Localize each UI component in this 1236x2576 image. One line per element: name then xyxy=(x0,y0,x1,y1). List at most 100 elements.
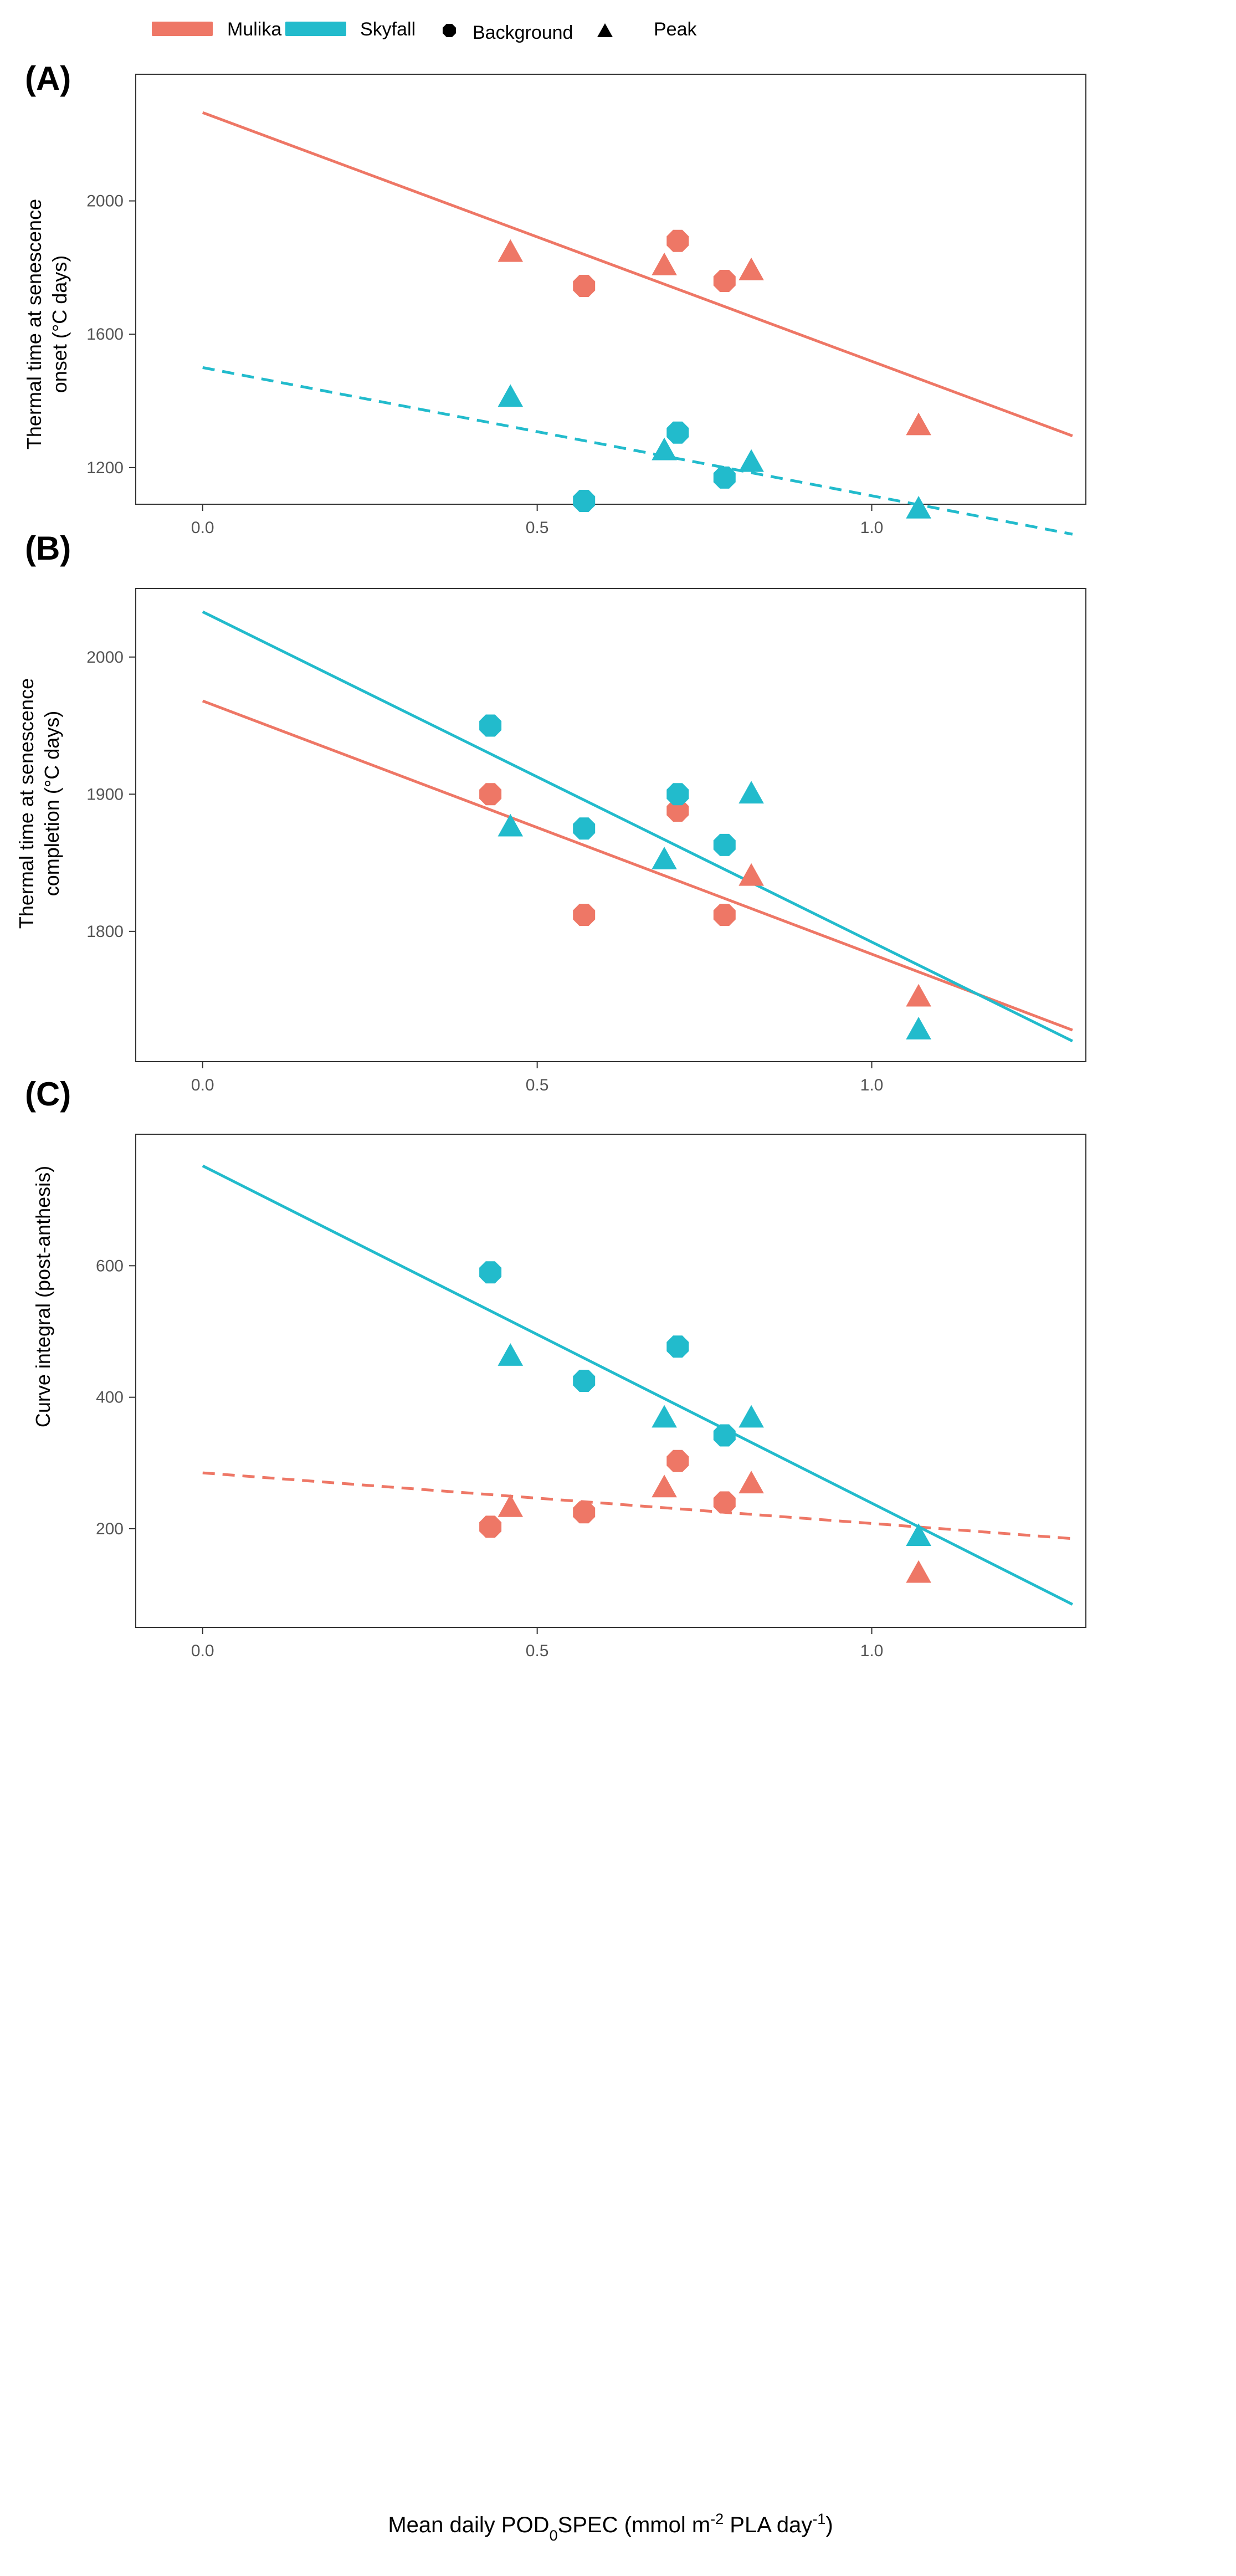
data-point-skyfall-background xyxy=(573,1370,596,1392)
data-point-skyfall-peak xyxy=(652,1405,677,1428)
data-point-skyfall-peak xyxy=(498,384,524,407)
x-tick-label: 1.0 xyxy=(860,1076,884,1094)
fit-line-mulika xyxy=(202,699,1073,1032)
legend-label-skyfall: Skyfall xyxy=(360,19,416,40)
legend: Mulika Skyfall Background Peak xyxy=(152,19,697,43)
data-point-skyfall-background xyxy=(573,490,596,512)
data-point-mulika-background xyxy=(713,1491,736,1514)
y-tick-label: 200 xyxy=(96,1520,124,1538)
xlabel-sup-1: -2 xyxy=(710,2511,724,2527)
data-point-skyfall-peak xyxy=(738,781,764,804)
x-tick-label: 0.5 xyxy=(526,1642,549,1660)
panel-c: (C) Curve integral (post-anthesis) 0.0 0.… xyxy=(25,1076,1086,1660)
data-point-mulika-peak xyxy=(738,257,764,280)
y-tick-label: 600 xyxy=(96,1257,124,1275)
x-tick-label: 0.0 xyxy=(191,1642,214,1660)
fit-line-skyfall xyxy=(202,610,1073,1043)
ylabel-a-line-2: onset (°C days) xyxy=(48,255,71,393)
data-point-skyfall-peak xyxy=(652,847,677,869)
data-point-mulika-background xyxy=(573,275,596,297)
ylabel-c: Curve integral (post-anthesis) xyxy=(32,1166,54,1427)
legend-octagon-icon xyxy=(443,24,456,37)
data-point-skyfall-background xyxy=(666,421,689,444)
fit-line-skyfall xyxy=(202,366,1073,536)
data-point-mulika-peak xyxy=(738,863,764,886)
x-tick-label: 0.5 xyxy=(526,1076,549,1094)
plot-frame-c xyxy=(135,1134,1086,1628)
data-point-mulika-peak xyxy=(906,984,931,1007)
data-point-mulika-peak xyxy=(906,412,931,436)
xlabel-mid: SPEC (mmol m xyxy=(558,2513,711,2537)
data-point-skyfall-background xyxy=(479,1261,502,1284)
data-point-skyfall-peak xyxy=(652,437,677,460)
plot-frame-a xyxy=(135,74,1086,505)
data-point-skyfall-background xyxy=(666,783,689,806)
panel-label-c: (C) xyxy=(25,1076,71,1113)
panel-b: (B) Thermal time at senescence completio… xyxy=(15,530,1086,1094)
xlabel-suffix: ) xyxy=(825,2513,833,2537)
legend-triangle-icon xyxy=(597,23,613,37)
panel-label-b: (B) xyxy=(25,530,71,567)
legend-label-peak: Peak xyxy=(654,19,697,40)
y-tick-label: 1600 xyxy=(86,325,124,344)
data-point-skyfall-peak xyxy=(498,1343,524,1366)
data-point-mulika-background xyxy=(479,783,502,806)
data-point-mulika-peak xyxy=(498,1494,524,1517)
data-point-mulika-background xyxy=(713,270,736,292)
legend-label-background: Background xyxy=(473,22,573,43)
data-point-mulika-background xyxy=(666,1450,689,1472)
data-point-skyfall-background xyxy=(713,1424,736,1447)
data-point-skyfall-background xyxy=(479,714,502,737)
x-tick-label: 1.0 xyxy=(860,1642,884,1660)
xlabel-sub: 0 xyxy=(550,2527,558,2544)
plot-frame-b xyxy=(135,588,1086,1062)
y-tick-label: 1800 xyxy=(86,923,124,941)
data-point-mulika-peak xyxy=(652,1474,677,1498)
x-tick-label: 0.5 xyxy=(526,519,549,537)
ylabel-b-line-1: Thermal time at senescence xyxy=(15,678,38,929)
xlabel-prefix: Mean daily POD xyxy=(388,2513,549,2537)
y-tick-label: 2000 xyxy=(86,648,124,667)
data-point-skyfall-peak xyxy=(498,813,524,837)
y-tick-label: 400 xyxy=(96,1389,124,1407)
data-point-mulika-background xyxy=(573,904,596,926)
legend-swatch-skyfall xyxy=(285,22,346,36)
legend-swatch-mulika xyxy=(152,22,213,36)
data-point-skyfall-background xyxy=(713,833,736,856)
x-tick-label: 0.0 xyxy=(191,519,214,537)
data-point-skyfall-peak xyxy=(906,1523,931,1546)
data-point-mulika-peak xyxy=(652,252,677,275)
fit-line-mulika xyxy=(202,111,1073,438)
data-point-skyfall-peak xyxy=(906,1017,931,1039)
panel-label-a: (A) xyxy=(25,60,71,97)
y-tick-label: 2000 xyxy=(86,192,124,211)
data-point-mulika-background xyxy=(666,229,689,252)
y-tick-label: 1200 xyxy=(86,459,124,477)
xlabel-mid-2: PLA day xyxy=(724,2513,812,2537)
x-tick-label: 0.0 xyxy=(191,1076,214,1094)
data-point-mulika-background xyxy=(713,904,736,926)
data-point-skyfall-peak xyxy=(738,449,764,472)
ylabel-a-line-1: Thermal time at senescence xyxy=(23,199,45,449)
data-point-skyfall-peak xyxy=(906,496,931,519)
data-point-mulika-peak xyxy=(498,239,524,262)
ylabel-b-line-2: completion (°C days) xyxy=(40,711,63,897)
xlabel-sup-2: -1 xyxy=(812,2511,825,2527)
data-point-skyfall-background xyxy=(713,466,736,489)
fit-line-skyfall xyxy=(202,1164,1073,1606)
data-point-mulika-background xyxy=(573,1501,596,1524)
legend-label-mulika: Mulika xyxy=(227,19,281,40)
data-point-mulika-peak xyxy=(738,1471,764,1494)
data-point-skyfall-peak xyxy=(738,1405,764,1428)
x-axis-label: Mean daily POD0SPEC (mmol m-2 PLA day-1) xyxy=(388,2511,833,2544)
data-point-skyfall-background xyxy=(666,1335,689,1358)
data-point-mulika-background xyxy=(666,800,689,822)
data-point-skyfall-background xyxy=(573,817,596,840)
data-point-mulika-background xyxy=(479,1515,502,1538)
x-tick-label: 1.0 xyxy=(860,519,884,537)
y-tick-label: 1900 xyxy=(86,785,124,803)
panel-a: (A) Thermal time at senescence onset (°C… xyxy=(23,60,1086,537)
fit-line-mulika xyxy=(202,1471,1073,1540)
data-point-mulika-peak xyxy=(906,1560,931,1583)
